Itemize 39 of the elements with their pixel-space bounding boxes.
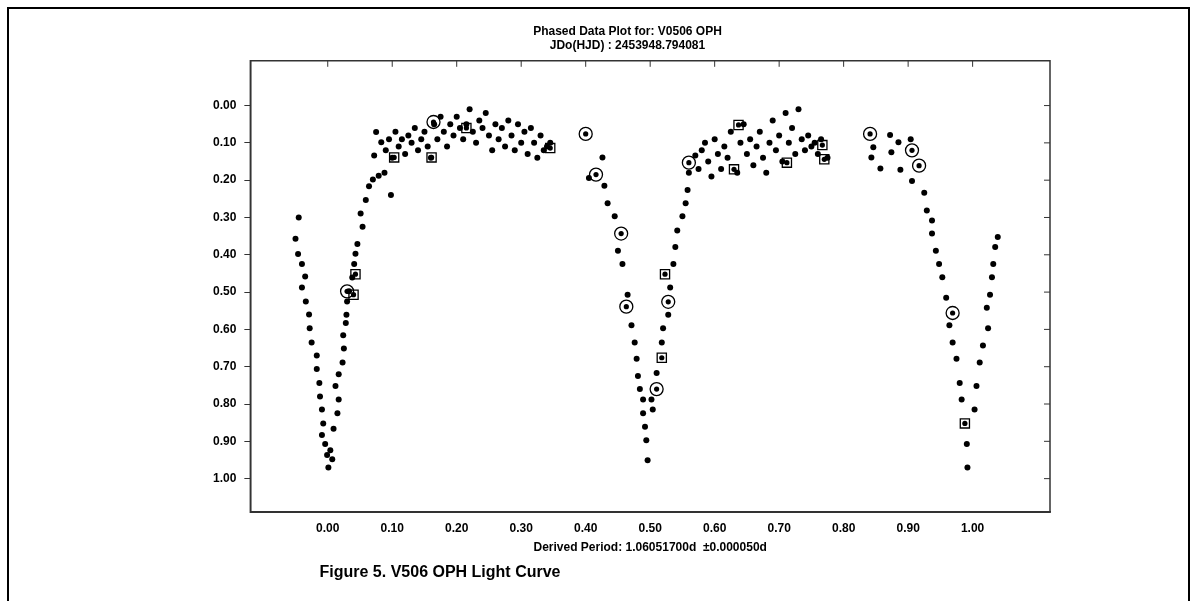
point [426, 114, 441, 130]
point [339, 284, 355, 299]
y-tick-label: 0.30 [213, 209, 237, 224]
x-tick-label: 1.00 [960, 520, 985, 535]
point [911, 158, 927, 173]
caption: Figure 5. V506 OPH Light Curve [319, 563, 561, 581]
point [578, 126, 593, 142]
x-tick-label: 0.00 [316, 520, 340, 535]
point [862, 126, 878, 142]
chart-subtitle: JDo(HJD) : 2453948.794081 [549, 37, 706, 52]
y-tick-label: 0.00 [213, 97, 237, 112]
y-tick-label: 0.90 [213, 433, 237, 448]
point [681, 155, 697, 170]
y-tick-label: 0.40 [213, 247, 237, 262]
y-tick-label: 0.80 [213, 396, 237, 411]
chart-title: Phased Data Plot for: V0506 OPH [533, 23, 722, 38]
point [614, 226, 629, 241]
x-tick-label: 0.80 [831, 520, 856, 535]
y-tick-label: 0.60 [213, 321, 237, 336]
y-tick-label: 0.50 [213, 284, 237, 299]
point [661, 294, 676, 309]
x-tick-label: 0.90 [896, 520, 921, 535]
point [904, 143, 920, 158]
x-tick-label: 0.20 [445, 520, 469, 535]
point [619, 299, 634, 314]
y-tick-label: 0.20 [213, 172, 237, 187]
x-axis-title: Derived Period: 1.06051700d ±0.000050d [533, 540, 767, 555]
point [649, 381, 664, 397]
point [945, 305, 960, 321]
x-tick-label: 0.10 [380, 520, 405, 535]
point [588, 167, 604, 182]
x-tick-label: 0.50 [638, 520, 663, 535]
x-tick-label: 0.30 [509, 520, 534, 535]
y-tick-label: 0.70 [213, 359, 237, 374]
x-tick-label: 0.60 [702, 520, 727, 535]
x-tick-label: 0.70 [767, 520, 792, 535]
x-tick-label: 0.40 [574, 520, 598, 535]
y-tick-label: 1.00 [213, 470, 237, 485]
y-tick-label: 0.10 [213, 135, 237, 150]
